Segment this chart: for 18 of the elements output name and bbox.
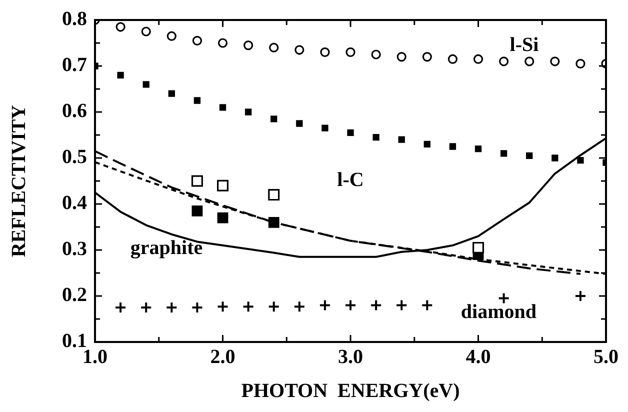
annotation: graphite <box>130 236 203 259</box>
y-tick-label: 0.6 <box>62 100 87 122</box>
y-axis-title: REFLECTIVITY <box>8 104 30 258</box>
x-axis-title: PHOTON ENERGY(eV) <box>241 380 460 402</box>
x-tick-label: 5.0 <box>594 346 618 368</box>
y-tick-label: 0.3 <box>62 238 87 260</box>
y-tick-label: 0.7 <box>62 54 87 76</box>
y-tick-label: 0.5 <box>62 146 87 168</box>
x-tick-label: 4.0 <box>466 346 491 368</box>
annotation: l-C <box>337 169 364 192</box>
x-tick-label: 3.0 <box>338 346 363 368</box>
x-tick-label: 1.0 <box>82 346 108 368</box>
annotation: l-Si <box>510 34 540 56</box>
annotation: diamond <box>460 301 536 324</box>
x-tick-label: 2.0 <box>210 346 236 368</box>
y-tick-label: 0.2 <box>62 284 87 306</box>
y-tick-label: 0.4 <box>62 192 87 214</box>
y-tick-label: 0.8 <box>62 8 87 30</box>
